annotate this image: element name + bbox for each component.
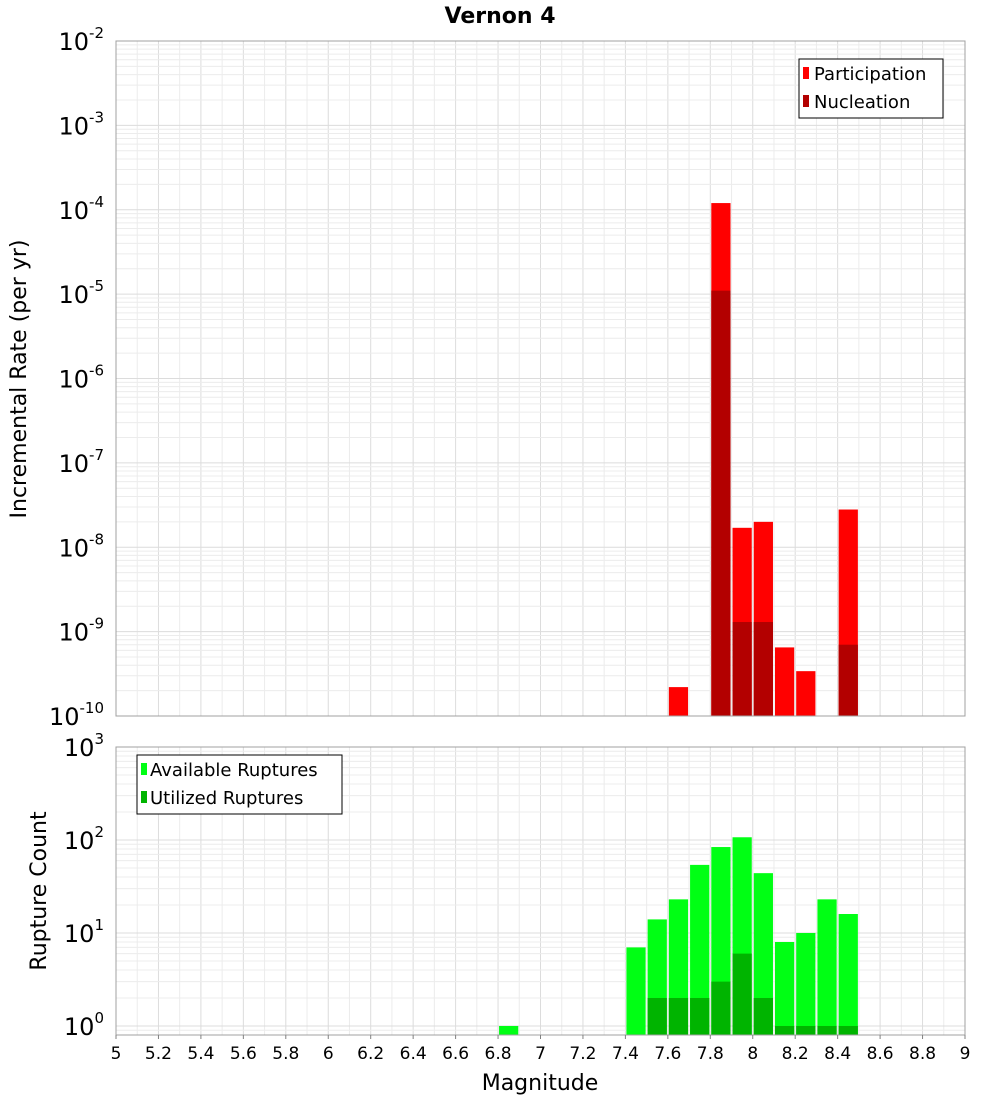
x-tick-label: 6.4 [400, 1044, 427, 1064]
top-y-tick-label: 10-3 [58, 108, 104, 140]
chart-title: Vernon 4 [445, 4, 556, 29]
bottom-y-tick-label: 103 [64, 730, 104, 762]
available-ruptures-bar [499, 1025, 519, 1035]
x-tick-label: 7 [535, 1044, 546, 1064]
x-tick-label: 8.4 [824, 1044, 851, 1064]
participation-bar [668, 687, 689, 716]
x-tick-label: 7.6 [654, 1044, 681, 1064]
legend-label-participation: Participation [814, 64, 926, 85]
x-tick-label: 8.2 [782, 1044, 809, 1064]
bottom-legend: Available Ruptures Utilized Ruptures [136, 754, 343, 815]
nucleation-bar [711, 290, 731, 716]
nucleation-bar [732, 622, 752, 716]
utilized-ruptures-bar [796, 1025, 816, 1035]
participation-bar [796, 671, 816, 716]
utilized-ruptures-bar [753, 997, 773, 1035]
x-tick-label: 5.8 [272, 1044, 299, 1064]
top-legend: Participation Nucleation [798, 58, 944, 119]
bottom-y-axis-label: Rupture Count [27, 811, 52, 971]
x-tick-label: 6.8 [485, 1044, 512, 1064]
available-ruptures-bar [817, 899, 837, 1035]
utilized-ruptures-bar [838, 1025, 858, 1035]
x-tick-label: 5.6 [230, 1044, 257, 1064]
x-tick-label: 5.4 [187, 1044, 214, 1064]
utilized-ruptures-bar [774, 1025, 795, 1035]
utilized-ruptures-bar [817, 1025, 837, 1035]
available-ruptures-bar [626, 947, 646, 1035]
bottom-y-tick-label: 101 [64, 916, 104, 948]
x-ticks: 5 5.2 5.4 5.6 5.8 6 6.2 6.4 6.6 6.8 7 7.2 7.4 7.6 7.8 8… [111, 1035, 971, 1064]
top-y-tick-label: 10-7 [58, 446, 104, 478]
x-tick-label: 7.8 [697, 1044, 724, 1064]
available-ruptures-bar [838, 914, 858, 1035]
top-y-tick-label: 10-8 [58, 530, 104, 562]
legend-swatch-participation [803, 67, 809, 79]
available-ruptures-bar [753, 873, 773, 1035]
utilized-ruptures-bar [732, 953, 752, 1035]
top-legend-box [798, 58, 944, 119]
x-tick-label: 5.2 [145, 1044, 172, 1064]
top-y-tick-label: 10-6 [58, 362, 104, 394]
x-tick-label: 6.6 [442, 1044, 469, 1064]
legend-label-nucleation: Nucleation [814, 92, 910, 113]
top-y-tick-label: 10-2 [58, 24, 104, 56]
top-y-ticks: 10-10 10-9 10-8 10-7 10-6 10-5 10-4 10-3 10-2 [49, 24, 104, 731]
legend-swatch-utilized [141, 791, 147, 803]
x-tick-label: 6 [323, 1044, 334, 1064]
utilized-ruptures-bar [711, 981, 731, 1035]
x-tick-label: 8.6 [867, 1044, 894, 1064]
bottom-y-tick-label: 100 [64, 1009, 104, 1041]
available-ruptures-bar [774, 942, 795, 1035]
top-grid [115, 41, 966, 717]
legend-label-utilized: Utilized Ruptures [150, 788, 303, 809]
utilized-ruptures-bar [647, 997, 667, 1035]
top-y-tick-label: 10-4 [58, 193, 104, 225]
x-tick-label: 8 [747, 1044, 758, 1064]
bottom-y-tick-label: 102 [64, 823, 104, 855]
legend-label-available: Available Ruptures [150, 760, 318, 781]
nucleation-bar [753, 622, 773, 716]
top-y-tick-label: 10-9 [58, 615, 104, 647]
nucleation-bar [838, 644, 858, 716]
x-tick-label: 7.2 [569, 1044, 596, 1064]
top-y-tick-label: 10-5 [58, 277, 104, 309]
top-y-axis-label: Incremental Rate (per yr) [7, 240, 32, 519]
bottom-plot: 100 101 102 103 5 5.2 5.4 5.6 5.8 6 6.2 6.4 6.6 6.8 7… [27, 730, 970, 1096]
top-plot-frame [115, 40, 966, 717]
utilized-ruptures-bar [690, 997, 710, 1035]
participation-bar [774, 647, 795, 716]
available-ruptures-bar [690, 864, 710, 1035]
available-ruptures-bar [796, 932, 816, 1035]
x-tick-label: 9 [960, 1044, 971, 1064]
bottom-bars [499, 837, 858, 1035]
legend-swatch-available [141, 763, 147, 775]
x-tick-label: 8.8 [909, 1044, 936, 1064]
x-axis-label: Magnitude [482, 1071, 599, 1096]
utilized-ruptures-bar [668, 997, 689, 1035]
top-bars [668, 203, 858, 716]
x-tick-label: 6.2 [357, 1044, 384, 1064]
bottom-legend-box [136, 754, 343, 815]
x-tick-label: 7.4 [612, 1044, 639, 1064]
legend-swatch-nucleation [803, 95, 809, 107]
x-tick-label: 5 [111, 1044, 122, 1064]
top-plot: 10-10 10-9 10-8 10-7 10-6 10-5 10-4 10-3 10-2 In… [7, 24, 966, 731]
top-y-tick-label: 10-10 [49, 699, 104, 731]
bottom-y-ticks: 100 101 102 103 [64, 730, 104, 1041]
